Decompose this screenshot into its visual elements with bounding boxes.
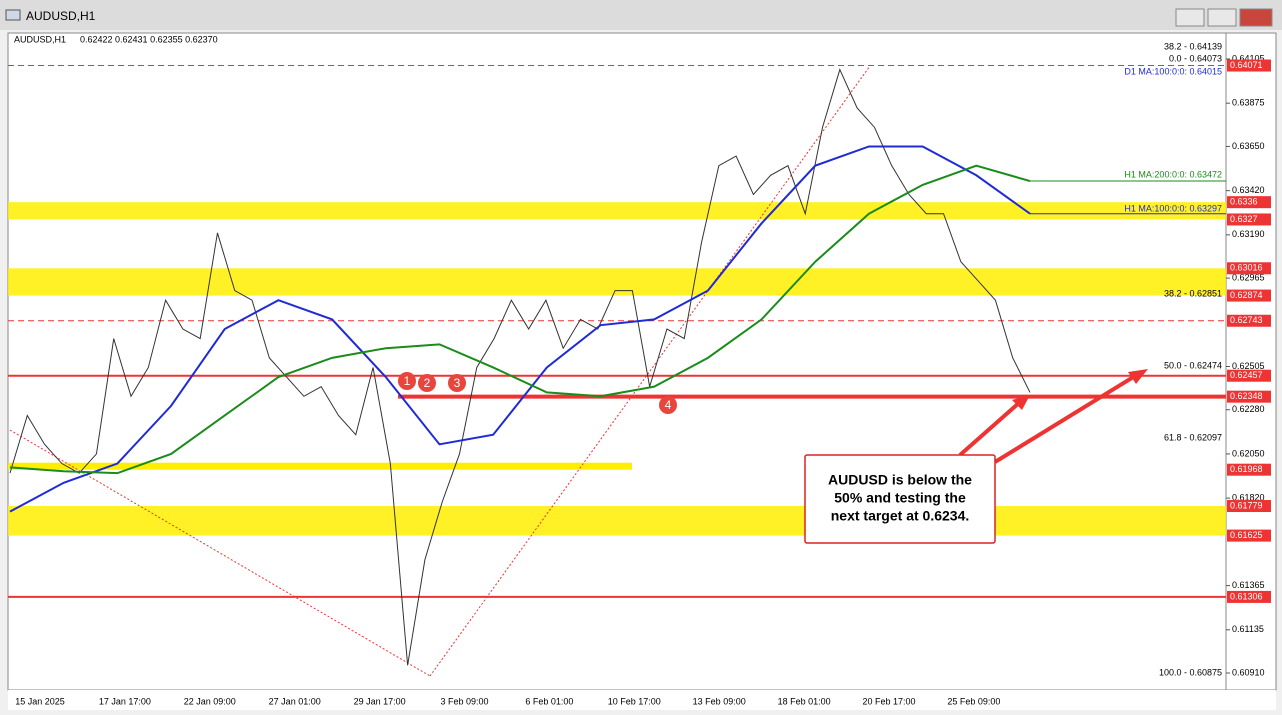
touch-marker — [418, 374, 436, 392]
level-text: 38.2 - 0.64139 — [1164, 41, 1222, 51]
moving-average — [9, 145, 1031, 513]
price-label: 0.62874 — [1230, 290, 1263, 300]
moving-average — [9, 164, 1031, 475]
price-label-box — [1227, 213, 1271, 226]
annotation-text: next target at 0.6234. — [831, 508, 970, 524]
touch-marker-label: 4 — [665, 398, 672, 412]
price-tick-label: 0.64105 — [1232, 53, 1265, 63]
support-band — [8, 506, 1226, 536]
support-band — [8, 202, 1226, 220]
price-tick-label: 0.63875 — [1232, 98, 1265, 108]
fib-line — [429, 65, 871, 677]
price-label-box — [1227, 369, 1271, 382]
price-label-box — [1227, 262, 1271, 275]
time-tick-label: 10 Feb 17:00 — [608, 696, 661, 706]
price-tick-label: 0.60910 — [1232, 667, 1265, 677]
title-bar — [0, 0, 1282, 30]
level-text: H1 MA:100:0:0: 0.63297 — [1124, 203, 1222, 213]
annotation-text: 50% and testing the — [834, 490, 966, 506]
minimize-button[interactable] — [1175, 8, 1205, 27]
price-axis — [1225, 32, 1277, 691]
price-tick-label: 0.63650 — [1232, 141, 1265, 151]
arrows — [958, 369, 1148, 464]
price-label-box — [1227, 529, 1271, 542]
price-line — [9, 68, 1031, 666]
price-label-box — [1227, 289, 1271, 302]
annotation-box — [804, 454, 996, 544]
level-text: 61.8 - 0.62097 — [1164, 432, 1222, 442]
price-label: 0.6336 — [1230, 197, 1258, 207]
support-band — [8, 268, 1226, 296]
price-label-box — [1227, 500, 1271, 513]
level-text: D1 MA:100:0:0: 0.64015 — [1124, 66, 1222, 76]
level-text: 38.2 - 0.62851 — [1164, 288, 1222, 298]
time-tick-label: 25 Feb 09:00 — [947, 696, 1000, 706]
price-label-box — [1227, 390, 1271, 403]
price-tick-label: 0.61820 — [1232, 493, 1265, 503]
price-tick-label: 0.62280 — [1232, 404, 1265, 414]
price-label: 0.62457 — [1230, 370, 1263, 380]
close-button[interactable] — [1239, 8, 1273, 27]
level-text: 100.0 - 0.60875 — [1159, 667, 1222, 677]
touch-marker — [659, 396, 677, 414]
price-label: 0.6327 — [1230, 214, 1258, 224]
price-label: 0.61625 — [1230, 530, 1263, 540]
price-label-box — [1227, 590, 1271, 603]
price-label: 0.61306 — [1230, 591, 1263, 601]
time-tick-label: 20 Feb 17:00 — [862, 696, 915, 706]
plot-area — [7, 32, 1227, 691]
price-label: 0.62743 — [1230, 315, 1263, 325]
ohlc-header: 0.62422 0.62431 0.62355 0.62370 — [80, 34, 218, 44]
price-label-box — [1227, 463, 1271, 476]
touch-marker — [448, 374, 466, 392]
icon — [5, 9, 21, 21]
time-tick-label: 3 Feb 09:00 — [440, 696, 488, 706]
price-tick-label: 0.61135 — [1232, 624, 1264, 634]
time-tick-label: 6 Feb 01:00 — [525, 696, 573, 706]
time-axis — [8, 690, 1276, 710]
touch-marker — [398, 372, 416, 390]
time-tick-label: 13 Feb 09:00 — [693, 696, 746, 706]
price-label-box — [1227, 59, 1271, 72]
price-tick-label: 0.62050 — [1232, 448, 1265, 458]
touch-marker-label: 1 — [404, 374, 411, 388]
time-tick-label: 22 Jan 09:00 — [184, 696, 236, 706]
time-tick-label: 17 Jan 17:00 — [99, 696, 151, 706]
price-label-box — [1227, 196, 1271, 209]
maximize-button[interactable] — [1207, 8, 1237, 27]
time-tick-label: 29 Jan 17:00 — [354, 696, 406, 706]
time-tick-label: 18 Feb 01:00 — [778, 696, 831, 706]
touch-marker-label: 2 — [424, 376, 431, 390]
annotation-text: AUDUSD is below the — [828, 472, 972, 488]
price-tick-label: 0.61365 — [1232, 580, 1265, 590]
support-band — [8, 462, 632, 470]
price-tick-label: 0.63190 — [1232, 229, 1265, 239]
price-label: 0.61779 — [1230, 500, 1263, 510]
time-tick-label: 27 Jan 01:00 — [269, 696, 321, 706]
price-label: 0.63016 — [1230, 263, 1263, 273]
price-label: 0.62348 — [1230, 391, 1263, 401]
time-tick-label: 15 Jan 2025 — [15, 696, 65, 706]
price-tick-label: 0.62505 — [1232, 361, 1265, 371]
touch-marker-label: 3 — [454, 376, 461, 390]
window-title: AUDUSD,H1 — [26, 9, 96, 23]
level-text: 50.0 - 0.62474 — [1164, 360, 1222, 370]
level-text: 0.0 - 0.64073 — [1169, 53, 1222, 63]
price-label-box — [1227, 314, 1271, 327]
price-label: 0.64071 — [1230, 60, 1263, 70]
level-text: H1 MA:200:0:0: 0.63472 — [1124, 169, 1222, 179]
price-tick-label: 0.62965 — [1232, 272, 1265, 282]
symbol-header: AUDUSD,H1 — [14, 34, 66, 44]
price-label: 0.61968 — [1230, 464, 1263, 474]
price-tick-label: 0.63420 — [1232, 185, 1265, 195]
